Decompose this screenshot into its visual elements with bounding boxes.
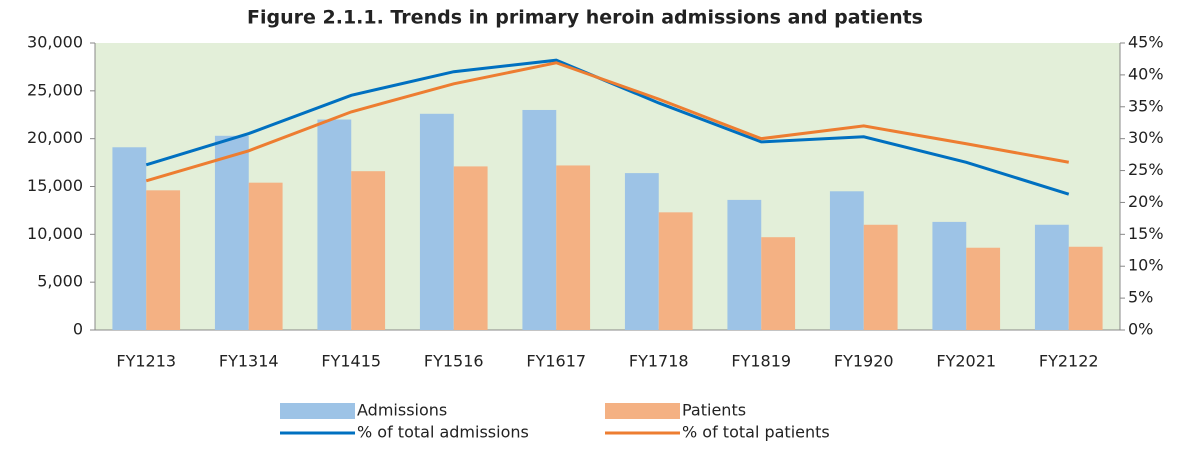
y-tick-label: 25,000 — [27, 80, 83, 99]
x-tick-label: FY1920 — [834, 352, 894, 371]
legend-swatch — [280, 403, 355, 419]
bar — [351, 171, 386, 330]
bar — [624, 173, 659, 330]
bar — [966, 247, 1001, 330]
y2-tick-label: 25% — [1128, 160, 1164, 179]
chart-title: Figure 2.1.1. Trends in primary heroin a… — [247, 7, 923, 29]
x-tick-label: FY1819 — [731, 352, 791, 371]
x-tick-label: FY1213 — [116, 352, 176, 371]
y-tick-label: 30,000 — [27, 33, 83, 52]
bar — [146, 190, 181, 330]
x-tick-label: FY1617 — [526, 352, 586, 371]
y2-tick-label: 35% — [1128, 96, 1164, 115]
y-tick-label: 0 — [73, 320, 83, 339]
x-tick-label: FY1415 — [321, 352, 381, 371]
y2-tick-label: 15% — [1128, 224, 1164, 243]
bar — [863, 224, 898, 330]
bar — [522, 109, 557, 330]
legend-label: Patients — [682, 401, 746, 420]
bar — [556, 165, 591, 330]
bar — [727, 199, 762, 330]
bar — [453, 166, 488, 330]
y-tick-label: 5,000 — [37, 272, 83, 291]
x-tick-label: FY1314 — [219, 352, 279, 371]
y-tick-label: 10,000 — [27, 224, 83, 243]
x-tick-label: FY1516 — [424, 352, 484, 371]
bar — [932, 221, 967, 330]
bar — [248, 182, 283, 330]
legend-label: Admissions — [357, 401, 447, 420]
bar — [829, 191, 864, 330]
y2-tick-label: 40% — [1128, 64, 1164, 83]
y2-tick-label: 20% — [1128, 192, 1164, 211]
y2-tick-label: 0% — [1128, 320, 1153, 339]
bar — [1034, 224, 1069, 330]
y2-tick-label: 5% — [1128, 288, 1153, 307]
bar — [658, 212, 693, 330]
y-tick-label: 15,000 — [27, 176, 83, 195]
x-tick-label: FY2021 — [936, 352, 996, 371]
y2-tick-label: 10% — [1128, 256, 1164, 275]
bar — [761, 237, 796, 330]
bar — [112, 147, 147, 330]
legend-swatch — [605, 403, 680, 419]
bar — [419, 113, 454, 330]
x-tick-label: FY1718 — [629, 352, 689, 371]
bar — [214, 135, 249, 330]
y-tick-label: 20,000 — [27, 128, 83, 147]
bar — [1068, 246, 1103, 330]
x-tick-label: FY2122 — [1039, 352, 1099, 371]
bar — [317, 119, 352, 331]
line — [145, 61, 1070, 183]
legend-label: % of total admissions — [357, 423, 529, 442]
y2-tick-label: 45% — [1128, 33, 1164, 52]
legend-label: % of total patients — [682, 423, 830, 442]
y2-tick-label: 30% — [1128, 128, 1164, 147]
